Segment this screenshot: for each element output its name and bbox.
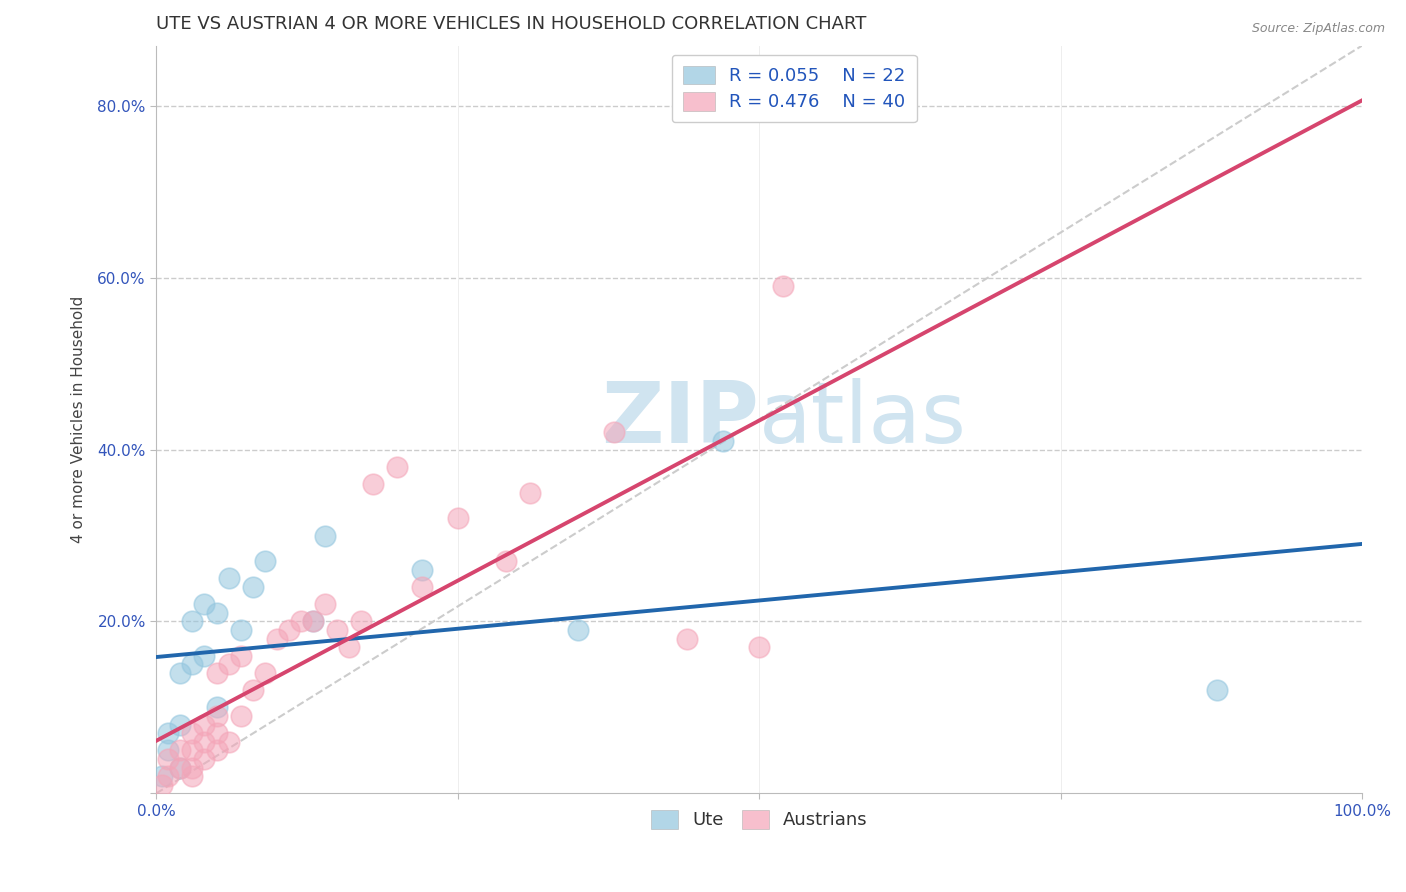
Point	[205, 606, 228, 620]
Point	[193, 597, 215, 611]
Text: ZIP: ZIP	[602, 378, 759, 461]
Point	[411, 580, 433, 594]
Point	[205, 726, 228, 740]
Point	[290, 615, 312, 629]
Point	[193, 752, 215, 766]
Point	[181, 657, 204, 672]
Point	[205, 666, 228, 681]
Point	[242, 683, 264, 698]
Point	[169, 761, 191, 775]
Point	[205, 709, 228, 723]
Point	[266, 632, 288, 646]
Point	[157, 743, 180, 757]
Point	[748, 640, 770, 655]
Point	[169, 761, 191, 775]
Point	[711, 434, 734, 448]
Legend: Ute, Austrians: Ute, Austrians	[644, 803, 875, 837]
Point	[181, 615, 204, 629]
Point	[229, 709, 252, 723]
Point	[1206, 683, 1229, 698]
Point	[447, 511, 470, 525]
Point	[157, 752, 180, 766]
Point	[205, 700, 228, 714]
Y-axis label: 4 or more Vehicles in Household: 4 or more Vehicles in Household	[72, 296, 86, 543]
Point	[229, 623, 252, 637]
Point	[150, 769, 173, 783]
Text: atlas: atlas	[759, 378, 967, 461]
Point	[253, 666, 276, 681]
Point	[675, 632, 697, 646]
Point	[326, 623, 349, 637]
Point	[242, 580, 264, 594]
Point	[157, 769, 180, 783]
Point	[253, 554, 276, 568]
Point	[411, 563, 433, 577]
Point	[181, 769, 204, 783]
Point	[314, 597, 336, 611]
Point	[150, 778, 173, 792]
Point	[772, 279, 794, 293]
Point	[314, 528, 336, 542]
Point	[193, 735, 215, 749]
Point	[277, 623, 299, 637]
Point	[181, 761, 204, 775]
Point	[603, 425, 626, 440]
Point	[337, 640, 360, 655]
Point	[218, 572, 240, 586]
Point	[387, 459, 409, 474]
Point	[302, 615, 325, 629]
Point	[567, 623, 589, 637]
Point	[363, 477, 385, 491]
Point	[205, 743, 228, 757]
Point	[169, 717, 191, 731]
Point	[519, 485, 541, 500]
Point	[157, 726, 180, 740]
Point	[181, 726, 204, 740]
Point	[169, 743, 191, 757]
Point	[218, 657, 240, 672]
Point	[169, 666, 191, 681]
Point	[218, 735, 240, 749]
Point	[229, 648, 252, 663]
Point	[193, 717, 215, 731]
Point	[181, 743, 204, 757]
Point	[495, 554, 517, 568]
Text: UTE VS AUSTRIAN 4 OR MORE VEHICLES IN HOUSEHOLD CORRELATION CHART: UTE VS AUSTRIAN 4 OR MORE VEHICLES IN HO…	[156, 15, 866, 33]
Point	[350, 615, 373, 629]
Text: Source: ZipAtlas.com: Source: ZipAtlas.com	[1251, 22, 1385, 36]
Point	[302, 615, 325, 629]
Point	[193, 648, 215, 663]
